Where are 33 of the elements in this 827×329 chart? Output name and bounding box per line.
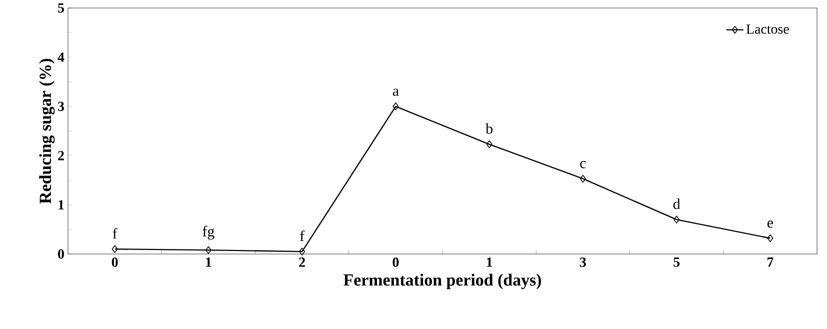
data-label: d (673, 198, 680, 210)
x-tick-label: 0 (112, 258, 118, 267)
x-tick-label: 1 (486, 258, 492, 267)
legend-label: Lactose (746, 24, 789, 34)
point (580, 174, 586, 183)
data-label: fg (202, 226, 214, 240)
y-tick-label: 3 (58, 102, 64, 112)
y-tick-label: 4 (58, 52, 64, 62)
point (486, 140, 492, 148)
data-label: b (486, 123, 492, 134)
x-tick-label: 7 (768, 258, 774, 267)
x-tick-label: 5 (674, 258, 680, 267)
point (112, 245, 118, 253)
x-tick-label: 0 (392, 258, 399, 267)
data-label: f (112, 228, 118, 239)
x-tick-label: 3 (580, 258, 586, 267)
point (205, 246, 212, 254)
point (299, 248, 306, 256)
point (767, 234, 774, 242)
y-axis-title: Reducing sugar (%) (39, 58, 55, 204)
x-tick-label: 1 (206, 258, 212, 267)
x-axis-title: Fermentation period (days) (344, 274, 541, 290)
y-tick-label: 2 (58, 150, 64, 160)
y-tick-label: 1 (58, 200, 64, 210)
data-label: a (392, 88, 399, 96)
data-label: e (767, 220, 773, 228)
x-tick-label: 2 (299, 258, 305, 267)
point (392, 102, 399, 110)
data-label: c (580, 161, 586, 168)
data-label: f (300, 230, 305, 242)
y-tick-label: 0 (58, 249, 64, 259)
point (674, 216, 680, 224)
y-tick-label: 5 (58, 3, 64, 13)
